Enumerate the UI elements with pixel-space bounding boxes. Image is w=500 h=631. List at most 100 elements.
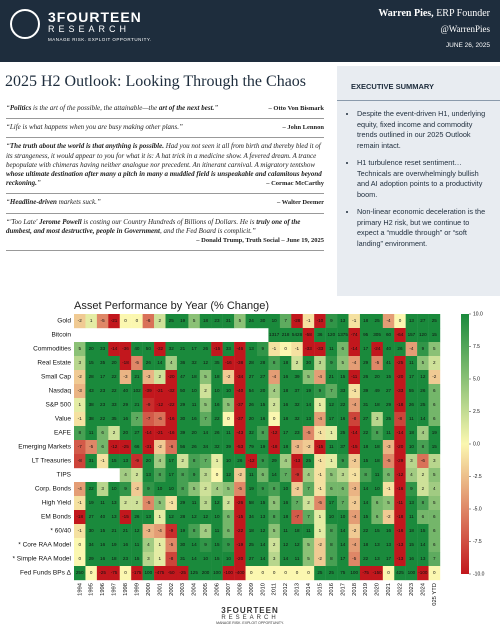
cell <box>234 454 246 469</box>
cell <box>302 342 315 357</box>
cell-label: -16 <box>225 360 232 365</box>
cell <box>96 314 109 329</box>
cell-label: 20 <box>146 458 152 463</box>
cell <box>302 538 315 553</box>
cell-label: 38 <box>89 416 95 421</box>
cell-label: 100 <box>213 570 221 575</box>
cell <box>74 552 86 567</box>
cell <box>96 454 109 469</box>
cell <box>165 426 178 441</box>
cell <box>96 482 109 497</box>
cell <box>268 384 281 399</box>
cell-label: 22 <box>89 486 95 491</box>
quote: “'Too Late' Jerome Powell is costing our… <box>6 214 324 252</box>
cell-label: -5 <box>146 500 151 505</box>
cell-label: -3 <box>123 374 128 379</box>
row-label: Corp. Bonds <box>35 486 72 493</box>
cell-label: 200 <box>202 570 210 575</box>
cell-label: -8 <box>78 458 83 463</box>
cell <box>382 510 395 525</box>
cell <box>417 426 429 441</box>
cell-label: 7 <box>204 416 207 421</box>
cell <box>165 538 178 553</box>
cell <box>154 468 166 483</box>
cell-label: 18 <box>375 444 381 449</box>
cell-label: 36 <box>180 360 186 365</box>
cell <box>188 426 201 441</box>
cell <box>119 482 132 497</box>
cell-label: 1 <box>319 402 322 407</box>
cell-label: -5 <box>101 318 106 323</box>
cell-label: 11 <box>375 472 380 477</box>
cell-label: -12 <box>111 444 118 449</box>
cell-label: -22 <box>237 528 244 533</box>
cell-label: 4 <box>159 458 162 463</box>
cell-label: 19 <box>260 444 266 449</box>
cell-label: 58 <box>249 500 255 505</box>
cell-label: 2 <box>159 374 162 379</box>
cell-label: 5 <box>433 472 436 477</box>
cell-label: -25 <box>99 570 106 575</box>
cell-label: -5 <box>169 542 174 547</box>
cell-label: -13 <box>397 556 404 561</box>
cell-label: 4 <box>410 472 413 477</box>
cell-label: 157 <box>408 332 416 337</box>
column-label: 2022 <box>398 583 404 596</box>
cell <box>314 314 326 329</box>
cell-label: -74 <box>351 332 358 337</box>
cell <box>291 566 303 581</box>
cell <box>394 538 406 553</box>
cell <box>119 566 132 581</box>
cell-label: -2 <box>78 318 83 323</box>
cell-label: 20 <box>123 430 129 435</box>
cell <box>428 566 441 581</box>
cell <box>314 412 326 427</box>
cell <box>268 426 281 441</box>
cell-label: 21 <box>123 528 129 533</box>
cell-label: 33 <box>111 402 117 407</box>
cell <box>359 384 372 399</box>
cell <box>85 370 98 385</box>
cell-label: 31 <box>180 556 186 561</box>
cell-label: 9 <box>422 346 425 351</box>
cell-label: -33 <box>317 346 324 351</box>
cell <box>394 496 406 511</box>
cell-label: 15 <box>214 542 220 547</box>
cell <box>405 398 418 413</box>
cell <box>131 384 143 399</box>
cell-label: 32 <box>192 360 198 365</box>
cell-label: 18 <box>192 374 198 379</box>
cell-label: -4 <box>318 416 323 421</box>
cell <box>154 510 166 525</box>
cell <box>371 342 384 357</box>
cell <box>222 356 235 371</box>
cell <box>348 496 361 511</box>
column-label: 2003 <box>180 583 186 596</box>
cell <box>314 356 326 371</box>
cell <box>394 552 406 567</box>
cell-label: 19 <box>306 388 312 393</box>
cell-label: 2 <box>136 500 139 505</box>
quote-text: “ <box>6 142 10 151</box>
cell-label: -400 <box>235 570 245 575</box>
cell-label: 17 <box>283 430 289 435</box>
cell <box>428 356 441 371</box>
cell <box>314 384 326 399</box>
cell <box>211 314 223 329</box>
cell <box>131 496 143 511</box>
cell <box>211 496 223 511</box>
cell <box>382 524 395 539</box>
column-label: 2024 <box>420 582 426 596</box>
quote-text: Jerome Powell <box>39 217 82 226</box>
cell-label: 21 <box>134 374 140 379</box>
cell <box>176 426 189 441</box>
cell <box>394 314 406 329</box>
cell <box>348 342 361 357</box>
cell-label: 11 <box>409 514 414 519</box>
cell <box>417 440 429 455</box>
cell-label: 25 <box>329 570 335 575</box>
cell-label: -11 <box>397 500 404 505</box>
cell-label: 13 <box>306 416 312 421</box>
cell <box>222 426 235 441</box>
quote-text: ” <box>36 179 41 188</box>
